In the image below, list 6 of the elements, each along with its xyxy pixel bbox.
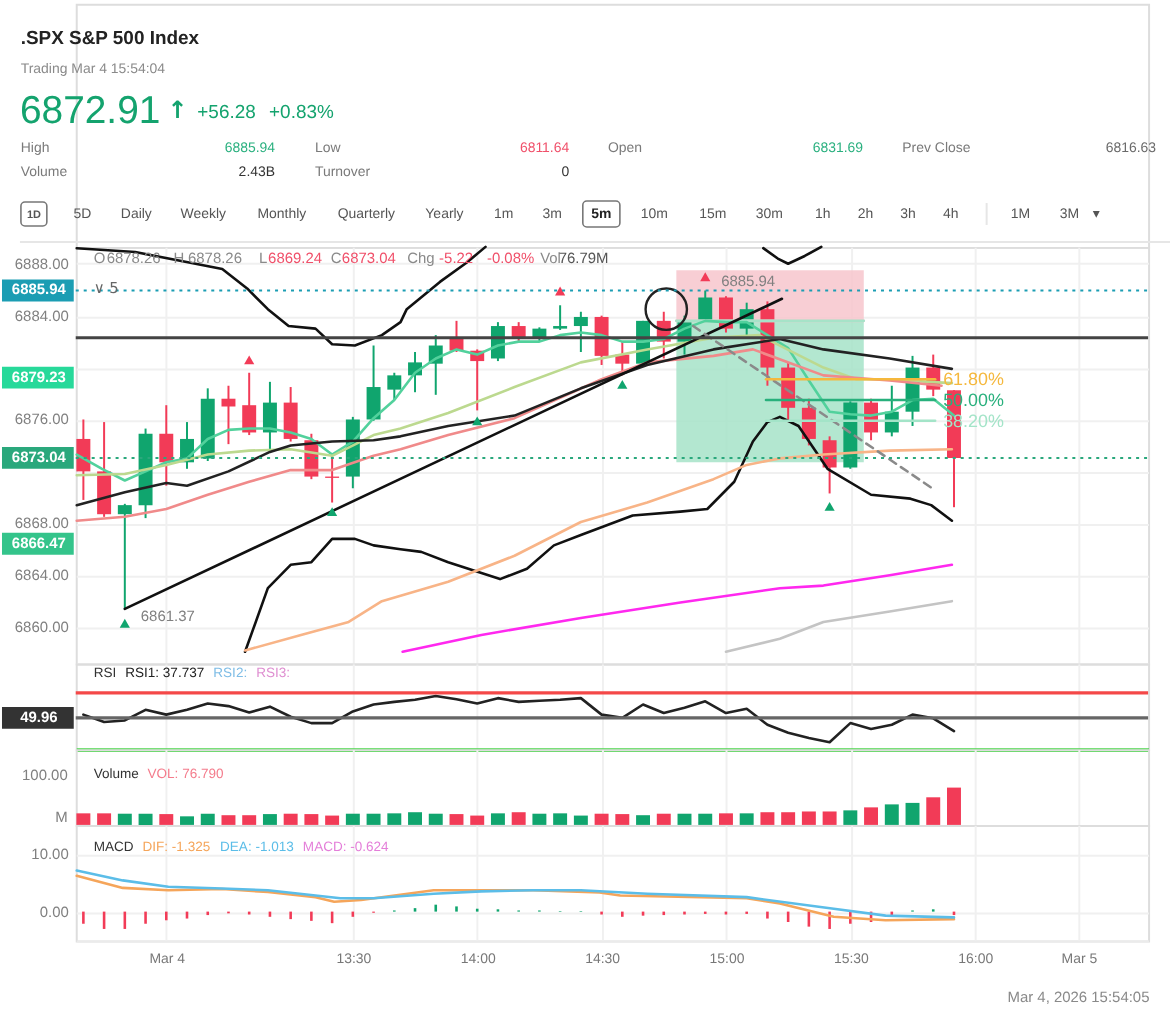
text: +0.83% <box>269 102 335 125</box>
text: 6872.91 <box>19 89 161 134</box>
series-label: 61.80% <box>943 369 1004 390</box>
text: ↑ <box>167 96 188 125</box>
text: +56.28 <box>197 102 256 125</box>
text: .SPX S&P 500 Index <box>20 27 201 50</box>
